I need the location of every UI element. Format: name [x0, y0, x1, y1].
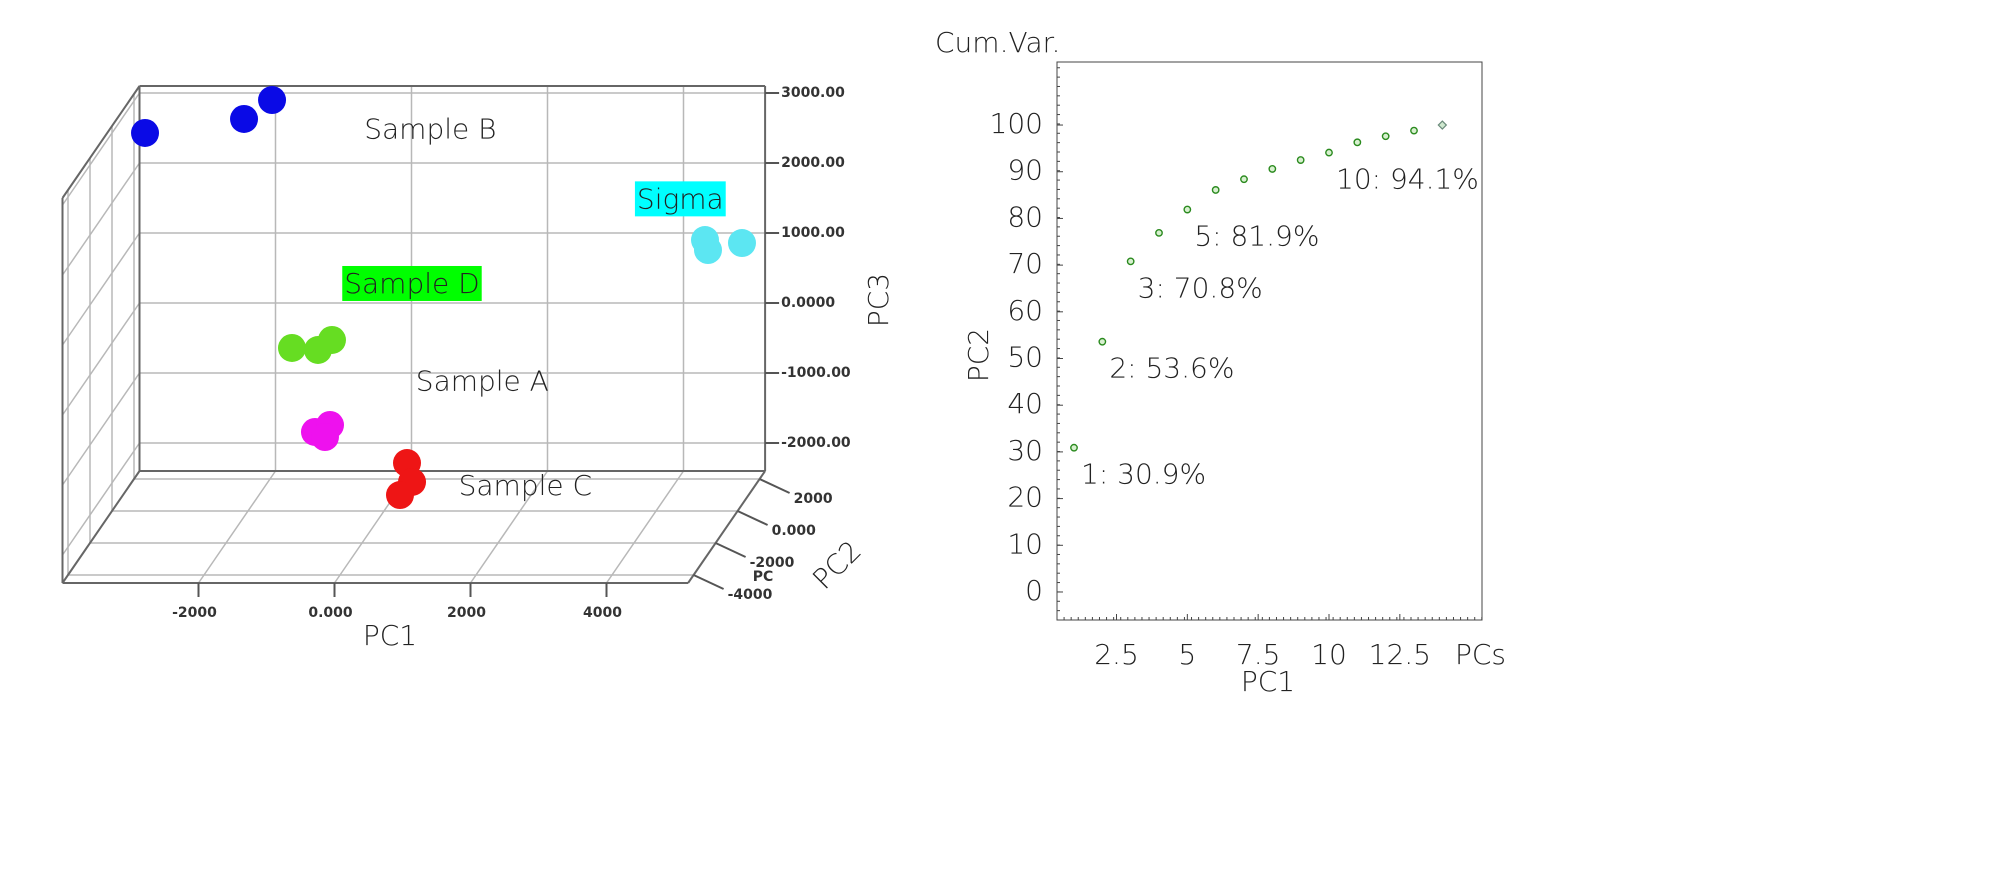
y-tick-label: 10 — [1007, 527, 1043, 560]
y-tick-label: 40 — [1007, 387, 1043, 420]
box-edge — [687, 470, 766, 584]
data-label: 10: 94.1% — [1336, 163, 1479, 196]
grid-line — [61, 162, 141, 276]
z-tick-label: 1000.00 — [781, 225, 845, 241]
data-point — [727, 229, 756, 258]
y-tick-label: 0 — [1025, 574, 1043, 607]
data-point — [1410, 126, 1418, 135]
grid-line — [197, 470, 277, 584]
data-point — [230, 104, 259, 133]
x-axis-label: PC1 — [1241, 665, 1295, 698]
x-tick-label: 10 — [1311, 638, 1347, 671]
grid-line — [61, 302, 141, 416]
data-point — [310, 423, 339, 452]
grid-line — [61, 372, 141, 486]
box-edge — [61, 85, 141, 199]
data-point — [1126, 257, 1135, 266]
y-axis-label: PC2 — [806, 534, 868, 596]
data-point — [317, 325, 346, 354]
y-tick-label: 80 — [1007, 200, 1043, 233]
z-tick-label: 3000.00 — [781, 85, 845, 101]
data-point — [1183, 205, 1192, 214]
data-point — [1437, 120, 1448, 130]
tick-mark — [737, 510, 769, 526]
data-point — [1353, 138, 1362, 147]
y-axis-label: PC2 — [962, 328, 995, 382]
label-background — [634, 181, 726, 217]
y-tick-label: 100 — [990, 107, 1043, 140]
chart-title: Cum.Var. — [935, 26, 1060, 59]
data-point — [1211, 186, 1220, 194]
data-point — [258, 86, 287, 115]
x-axis-label: PC1 — [363, 619, 417, 652]
x-tick-label: 5 — [1178, 638, 1196, 671]
data-point — [131, 118, 160, 147]
data-point — [385, 481, 414, 510]
data-label: 5: 81.9% — [1194, 220, 1319, 253]
y-tick-label: 30 — [1007, 434, 1043, 467]
z-tick-label: -2000.00 — [781, 435, 851, 451]
data-point — [693, 236, 722, 265]
y-tick-label: 50 — [1007, 341, 1043, 374]
grid-line — [61, 232, 141, 346]
series-label: Sample C — [459, 469, 592, 502]
label-background — [342, 265, 482, 301]
tick-mark — [693, 574, 725, 590]
z-tick-label: -1000.00 — [781, 365, 851, 381]
x-tick-label: -2000 — [172, 605, 217, 621]
data-point — [1240, 175, 1248, 184]
tick-mark — [759, 478, 791, 494]
y-tick-label: 90 — [1007, 154, 1043, 187]
series-label: Sample A — [416, 364, 549, 397]
x-tick-label: 4000 — [583, 605, 622, 621]
grid-line — [469, 470, 549, 584]
series-label: Sample D — [344, 267, 479, 300]
data-point — [1296, 156, 1305, 164]
data-label: 2: 53.6% — [1109, 352, 1234, 385]
grid-line — [605, 470, 685, 584]
plot-frame — [1056, 61, 1483, 621]
data-label: 1: 30.9% — [1081, 458, 1206, 491]
x-tick-label: 2000 — [447, 605, 486, 621]
y-tick-label: 70 — [1007, 247, 1043, 280]
x-tick-label: 12.5 — [1369, 638, 1431, 671]
data-point — [1070, 443, 1078, 452]
z-tick-label: 0.0000 — [781, 295, 835, 311]
tick-mark — [715, 542, 747, 558]
y-tick-label: 0.000 — [772, 523, 817, 539]
data-point — [1155, 229, 1163, 237]
y-tick-label: -2000 — [750, 555, 795, 571]
annotation: PC — [753, 569, 774, 585]
y-tick-label: 2000 — [794, 491, 833, 507]
x-tick-label: 7.5 — [1236, 638, 1281, 671]
data-point — [1098, 337, 1107, 346]
y-tick-label: 60 — [1007, 294, 1043, 327]
x-tick-label: 2.5 — [1094, 638, 1139, 671]
z-tick-label: 2000.00 — [781, 155, 845, 171]
z-axis-label: PC3 — [862, 273, 895, 327]
y-tick-label: 20 — [1007, 481, 1043, 514]
y-tick-label: -4000 — [728, 587, 773, 603]
data-point — [1268, 165, 1277, 173]
grid-line — [61, 92, 141, 206]
x-unit: PCs — [1455, 638, 1506, 671]
data-point — [1381, 132, 1390, 141]
series-label: Sigma — [637, 182, 724, 215]
data-point — [277, 333, 306, 362]
series-label: Sample B — [364, 112, 496, 145]
x-tick-label: 0.000 — [308, 605, 353, 621]
grid-line — [61, 442, 141, 556]
box-edge — [61, 470, 141, 584]
data-label: 3: 70.8% — [1138, 271, 1263, 304]
data-point — [1325, 148, 1333, 157]
